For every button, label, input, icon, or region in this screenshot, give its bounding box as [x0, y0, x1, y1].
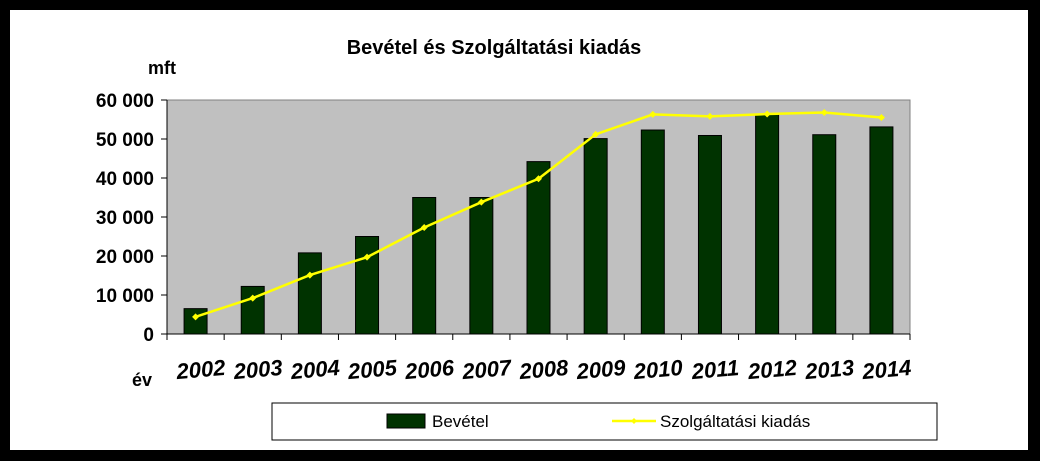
legend-kiadas-marker: [631, 418, 637, 424]
y-tick-label: 60 000: [96, 91, 154, 112]
x-tick-label: 2004: [289, 355, 341, 384]
x-tick-label: 2010: [632, 355, 685, 384]
x-tick-label: 2008: [517, 355, 570, 384]
x-tick-label: 2014: [860, 355, 912, 384]
chart: Bevétel és Szolgáltatási kiadás mft év 0…: [96, 37, 938, 441]
point-kiadas-2013: [820, 108, 828, 116]
x-tick-label: 2005: [346, 355, 399, 384]
x-tick-label: 2012: [746, 355, 799, 384]
bar-bevetel-2002: [183, 308, 208, 335]
point-kiadas-2009: [592, 130, 600, 138]
legend: Bevétel Szolgáltatási kiadás: [271, 402, 938, 441]
bar-bevetel-2007: [469, 197, 494, 335]
y-axis: 0 10 000 20 000 30 000 40 000 50 000 60 000: [96, 91, 168, 346]
point-kiadas-2006: [420, 224, 428, 232]
y-axis-unit: mft: [148, 58, 176, 78]
x-tick-label: 2009: [575, 355, 628, 384]
y-tick-label: 20 000: [96, 247, 154, 268]
legend-bevetel-swatch: [386, 413, 426, 429]
bar-bevetel-2005: [355, 236, 380, 335]
point-kiadas-2008: [535, 175, 542, 183]
y-tick-label: 40 000: [96, 169, 154, 190]
bar-bevetel-2006: [412, 197, 437, 335]
bar-bevetel-2012: [755, 113, 780, 335]
x-axis: 2002 2003 2004 2005 2006 2007 2008 2009 2010 2011…: [166, 333, 912, 384]
point-kiadas-2004: [306, 271, 314, 279]
point-kiadas-2003: [249, 294, 257, 302]
point-kiadas-2014: [877, 114, 885, 122]
point-kiadas-2007: [477, 198, 485, 206]
bar-bevetel-2008: [526, 161, 551, 335]
bar-bevetel-2010: [640, 129, 665, 335]
point-kiadas-2011: [706, 112, 714, 120]
point-kiadas-2012: [763, 110, 771, 118]
legend-bevetel-label: Bevétel: [432, 412, 489, 431]
x-tick-label: 2007: [460, 355, 514, 384]
point-kiadas-2002: [192, 313, 200, 321]
y-tick-label: 0: [143, 325, 154, 346]
legend-box: [271, 402, 938, 441]
bar-bevetel-2014: [869, 126, 894, 335]
x-tick-label: 2013: [803, 355, 855, 384]
chart-frame: Bevétel és Szolgáltatási kiadás mft év 0…: [10, 10, 1028, 450]
point-kiadas-2010: [649, 110, 657, 118]
bar-bevetel-2013: [812, 134, 837, 335]
x-tick-label: 2011: [690, 355, 740, 384]
bar-bevetel-2011: [697, 134, 722, 335]
chart-title: Bevétel és Szolgáltatási kiadás: [347, 37, 642, 59]
x-axis-label: év: [132, 370, 152, 390]
y-tick-label: 30 000: [96, 208, 154, 229]
x-tick-label: 2002: [174, 355, 227, 384]
bar-bevetel-2004: [297, 252, 322, 335]
bar-series: [183, 113, 894, 335]
y-tick-label: 10 000: [96, 286, 154, 307]
y-tick-label: 50 000: [96, 130, 154, 151]
bar-bevetel-2009: [583, 138, 608, 335]
legend-kiadas-label: Szolgáltatási kiadás: [660, 412, 810, 431]
line-series: [192, 108, 885, 321]
x-tick-label: 2006: [403, 355, 456, 384]
x-tick-label: 2003: [232, 355, 284, 384]
point-kiadas-2005: [363, 253, 371, 261]
